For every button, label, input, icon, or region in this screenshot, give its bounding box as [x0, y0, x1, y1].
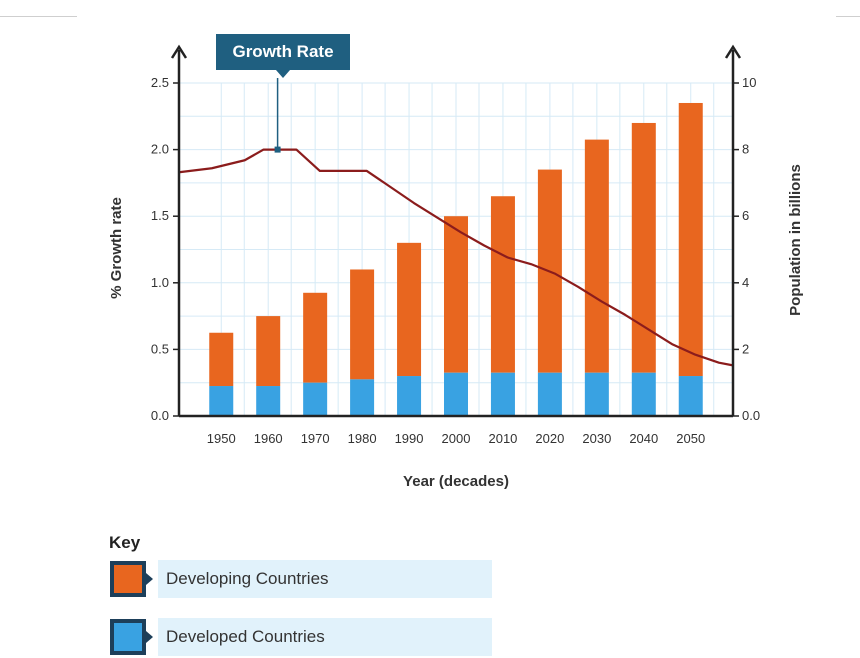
- bar-developed-1970: [303, 382, 328, 416]
- legend-swatch-developing: [110, 561, 153, 597]
- bar-developed-2020: [537, 372, 562, 416]
- y-left-tick-label: 2.5: [151, 75, 169, 90]
- y-right-tick-label: 6: [742, 208, 749, 223]
- bar-developing-2010: [490, 196, 515, 373]
- population-growth-chart: 0.0 0.5 1.0 1.5 2.0 2.5 0.0 2 4 6 8 10 1950 1960 1970 1…: [108, 44, 804, 490]
- y-right-tick-label: 2: [742, 341, 749, 356]
- y-right-tick-label: 8: [742, 142, 749, 157]
- bar-developing-1990: [397, 242, 422, 377]
- y-axis-left-title: % Growth rate: [108, 197, 125, 299]
- bar-developed-1960: [256, 386, 281, 416]
- x-tick-label-2050: 2050: [676, 431, 705, 446]
- x-axis-title: Year (decades): [403, 473, 509, 490]
- bar-developed-1950: [209, 386, 234, 416]
- y-left-tick-label: 2.0: [151, 142, 169, 157]
- y-axis-right-arrow: [724, 44, 742, 59]
- axes: [170, 44, 742, 418]
- legend-swatch-developed: [110, 619, 153, 655]
- y-axis-right-title: Population in billions: [787, 164, 804, 316]
- callout-marker: [274, 146, 281, 153]
- growth-rate-callout-label: Growth Rate: [232, 42, 334, 61]
- x-tick-label-2040: 2040: [629, 431, 658, 446]
- y-axis-left-arrow: [170, 44, 188, 59]
- x-tick-label-2000: 2000: [442, 431, 471, 446]
- bar-developed-1990: [397, 376, 422, 416]
- x-tick-label-2020: 2020: [535, 431, 564, 446]
- growth-rate-line-group: [178, 78, 734, 367]
- bar-developing-1960: [256, 316, 281, 387]
- tick-labels: 0.0 0.5 1.0 1.5 2.0 2.5 0.0 2 4 6 8 10 1950 1960 1970 1…: [151, 75, 760, 446]
- y-left-tick-label: 1.0: [151, 275, 169, 290]
- bar-developing-2050: [678, 102, 703, 377]
- bar-developed-2050: [678, 376, 703, 416]
- x-tick-label-1960: 1960: [254, 431, 283, 446]
- bar-developing-1970: [303, 292, 328, 383]
- bar-developing-1950: [209, 332, 234, 387]
- bar-developing-2000: [444, 216, 468, 373]
- legend-label-developed: Developed Countries: [158, 618, 492, 656]
- y-right-tick-label: 10: [742, 75, 756, 90]
- x-tick-label-1970: 1970: [301, 431, 330, 446]
- x-tick-label-1950: 1950: [207, 431, 236, 446]
- bar-developed-2030: [584, 372, 609, 416]
- legend-title: Key: [109, 533, 141, 552]
- bar-developed-2040: [631, 372, 656, 416]
- x-tick-label-1990: 1990: [395, 431, 424, 446]
- x-tick-label-2030: 2030: [582, 431, 611, 446]
- y-left-tick-label: 1.5: [151, 208, 169, 223]
- bar-developed-2000: [444, 372, 468, 416]
- legend-item-developed: Developed Countries: [110, 618, 492, 656]
- y-right-tick-label: 0.0: [742, 408, 760, 423]
- growth-rate-callout: Growth Rate: [216, 34, 350, 78]
- y-right-tick-label: 4: [742, 275, 749, 290]
- y-left-tick-label: 0.5: [151, 341, 169, 356]
- bar-developed-1980: [350, 379, 375, 416]
- legend-label-developing: Developing Countries: [158, 560, 492, 598]
- bars: [209, 102, 703, 416]
- x-tick-label-2010: 2010: [488, 431, 517, 446]
- bar-developing-1980: [350, 269, 375, 380]
- top-rule-left: [0, 16, 77, 17]
- legend-item-developing: Developing Countries: [110, 560, 492, 598]
- bar-developing-2040: [631, 122, 656, 373]
- bar-developing-2030: [584, 139, 609, 373]
- x-tick-label-1980: 1980: [348, 431, 377, 446]
- y-left-tick-label: 0.0: [151, 408, 169, 423]
- bar-developed-2010: [490, 372, 515, 416]
- top-rule-right: [836, 16, 860, 17]
